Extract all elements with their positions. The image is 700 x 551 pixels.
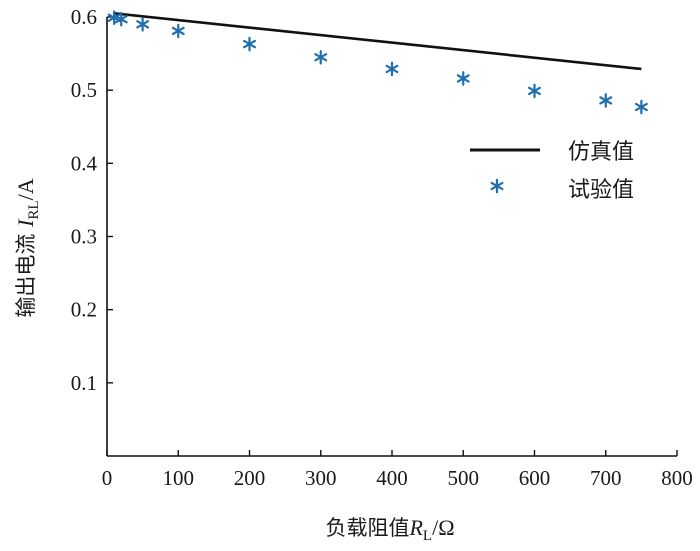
experiment-point [385, 61, 399, 77]
y-tick-label: 0.5 [71, 78, 97, 102]
experiment-point [456, 71, 470, 86]
experiment-point [314, 49, 328, 65]
x-axis-label-prefix: 负载阻值 [325, 516, 409, 540]
asterisk-stroke [314, 53, 328, 62]
legend-label-simulation: 仿真值 [568, 140, 634, 165]
experiment-point [528, 83, 541, 99]
y-tick-label: 0.1 [71, 371, 97, 395]
svg-text:输出电流 IRL/A: 输出电流 IRL/A [13, 178, 42, 317]
asterisk-stroke [599, 96, 613, 105]
y-axis-label-unit: /A [13, 178, 38, 200]
asterisk-stroke [136, 20, 150, 29]
x-tick-label: 0 [102, 466, 113, 490]
y-axis-label-sub: RL [26, 200, 42, 219]
x-tick-label: 300 [305, 466, 337, 490]
asterisk-stroke [243, 39, 256, 49]
experiment-point [243, 36, 256, 52]
y-axis-label: 输出电流 IRL/A [13, 178, 42, 317]
experiment-point [136, 17, 150, 32]
experiment-point [599, 93, 613, 108]
x-tick-label: 200 [234, 466, 266, 490]
asterisk-stroke [490, 181, 504, 191]
asterisk-stroke [114, 14, 128, 24]
asterisk-stroke [528, 86, 541, 96]
experiment-point [107, 10, 121, 26]
x-tick-label: 800 [661, 466, 693, 490]
series-layer [107, 10, 648, 115]
asterisk-stroke [456, 74, 470, 83]
legend-label-experiment: 试验值 [568, 178, 634, 203]
x-axis-label-var: R [408, 515, 423, 540]
y-tick-label: 0.6 [71, 5, 97, 29]
x-tick-label: 600 [519, 466, 551, 490]
experiment-point [114, 11, 128, 27]
x-tick-label: 100 [163, 466, 195, 490]
asterisk-stroke [171, 26, 185, 36]
legend-asterisk-marker [490, 178, 504, 194]
asterisk-stroke [107, 13, 121, 22]
y-tick-label: 0.3 [71, 225, 97, 249]
x-axis-label: 负载阻值RL/Ω [325, 515, 454, 544]
experiment-point [634, 99, 648, 115]
x-tick-label: 700 [590, 466, 622, 490]
y-tick-label: 0.2 [71, 298, 97, 322]
x-tick-label: 400 [376, 466, 408, 490]
simulation-line [113, 12, 642, 71]
legend: 仿真值 试验值 [470, 140, 634, 203]
y-axis-label-prefix: 输出电流 [14, 227, 38, 318]
asterisk-stroke [634, 102, 648, 112]
x-tick-label: 500 [448, 466, 480, 490]
experiment-point [171, 23, 185, 39]
y-axis-label-var: I [13, 218, 38, 228]
legend-asterisk-swatch [490, 178, 504, 194]
x-axis-label-unit: /Ω [432, 515, 454, 540]
axes [106, 17, 677, 457]
y-ticks: 0.1 0.2 0.3 0.4 0.5 0.6 [71, 5, 113, 395]
y-tick-label: 0.4 [71, 151, 98, 175]
asterisk-stroke [385, 64, 399, 74]
x-ticks: 0 100 200 300 400 500 600 700 800 [102, 450, 693, 490]
svg-text:负载阻值RL/Ω: 负载阻值RL/Ω [325, 515, 454, 544]
x-axis-label-sub: L [423, 528, 432, 544]
